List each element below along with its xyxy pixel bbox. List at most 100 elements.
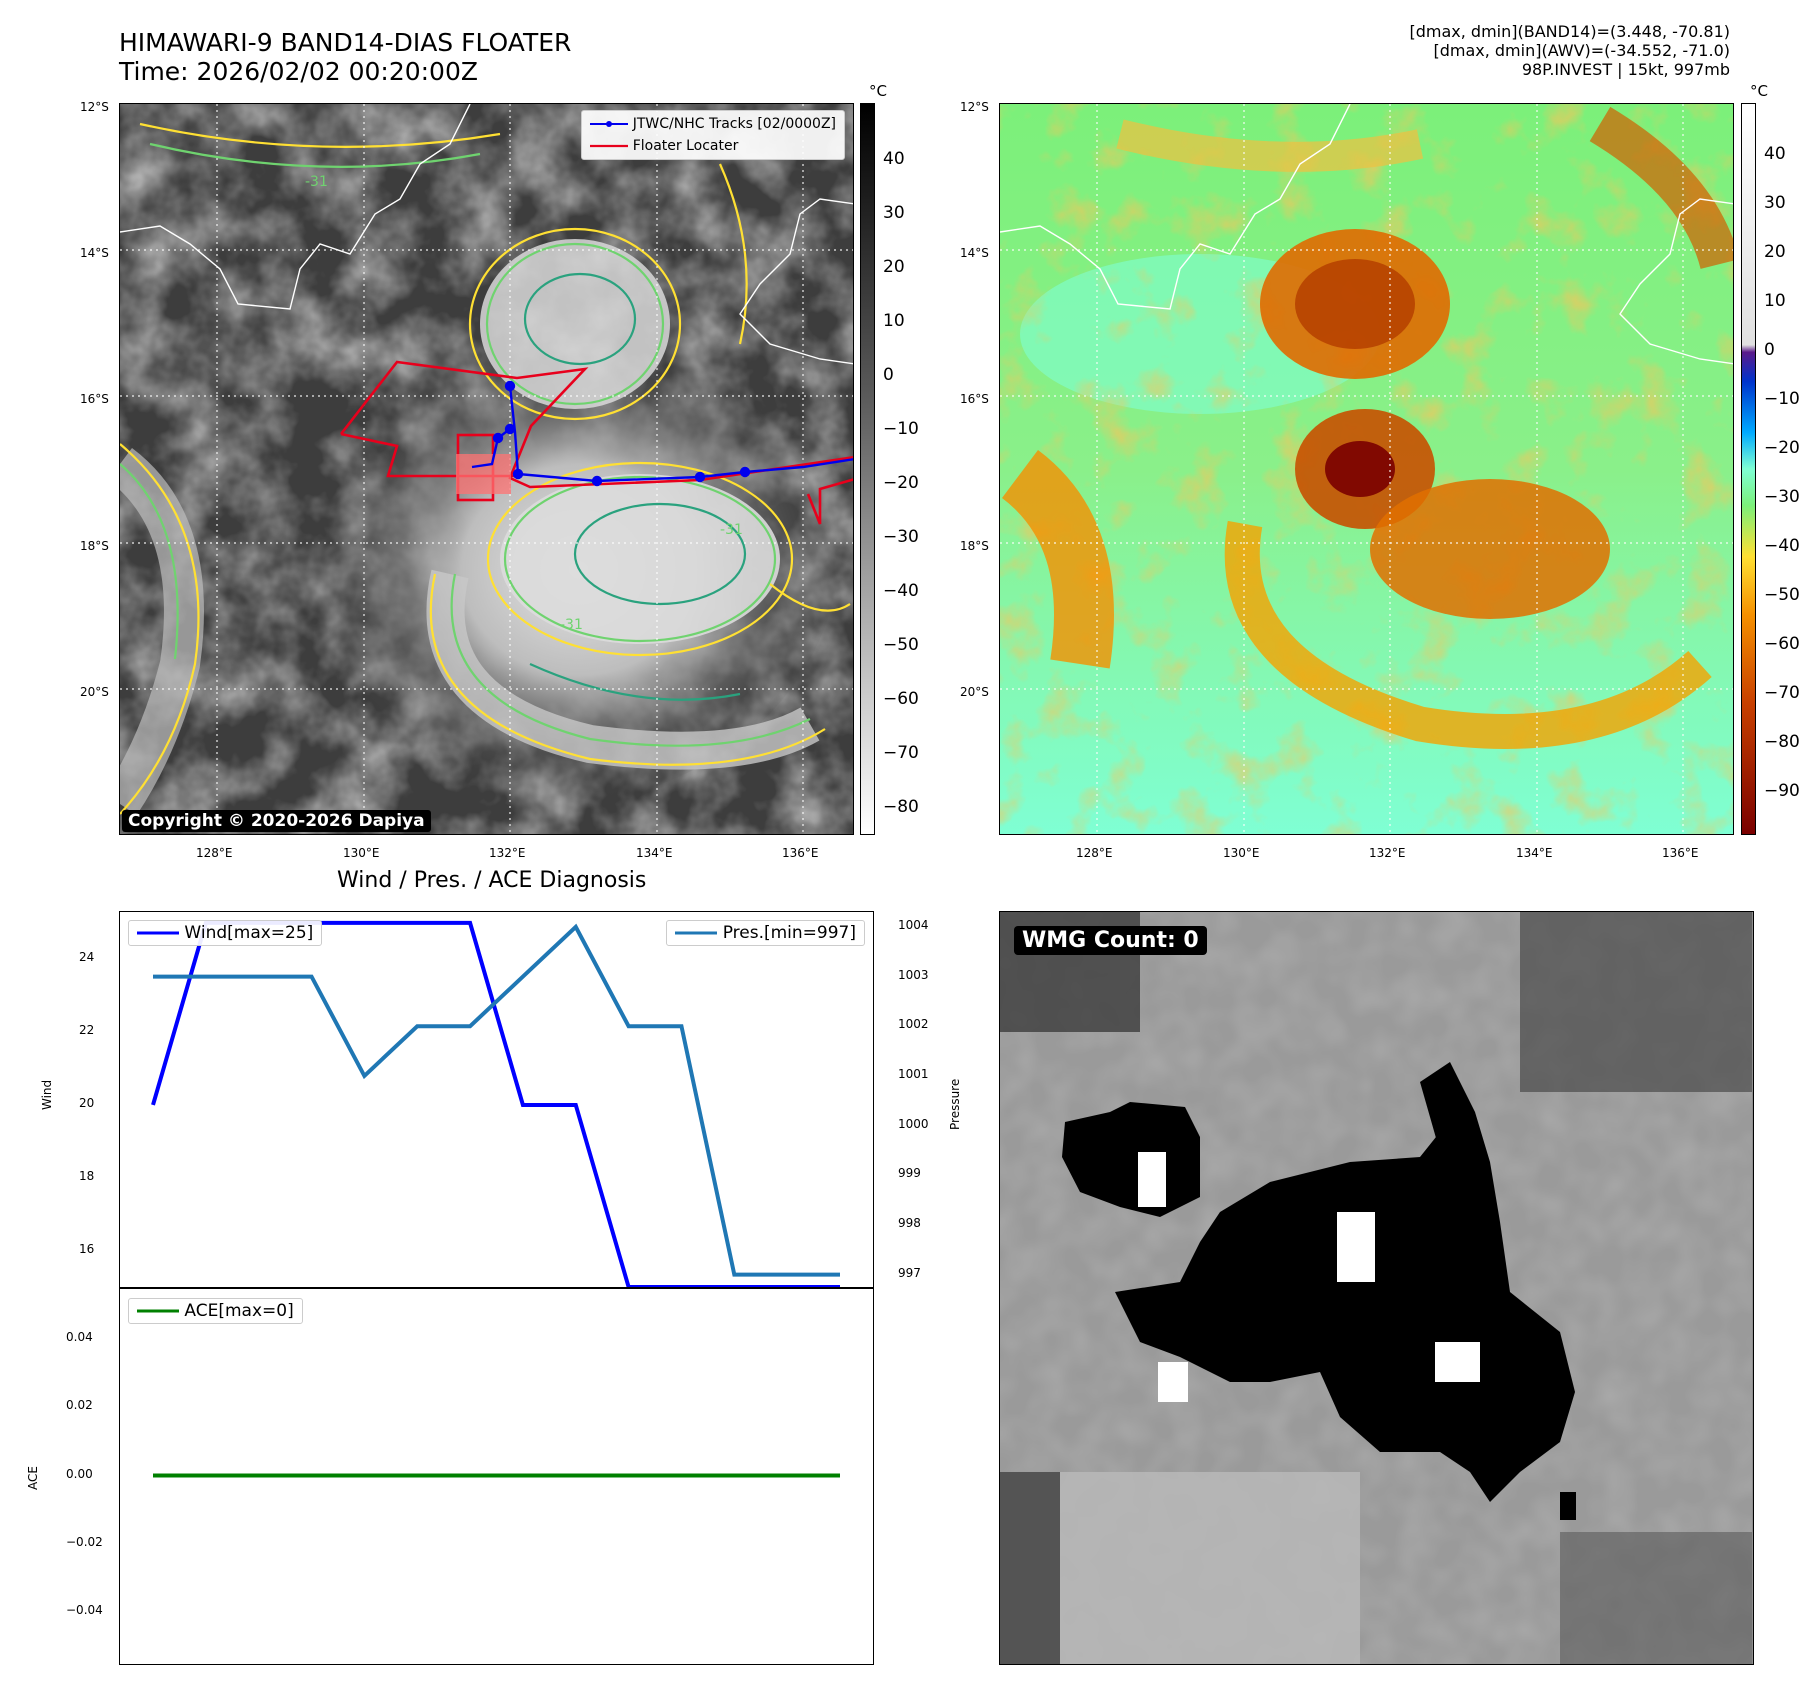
pressure-legend-label: Pres.[min=997] bbox=[722, 923, 856, 943]
ace-panel: ACE[max=0] bbox=[119, 1287, 874, 1665]
lat-label: 14°S bbox=[80, 246, 109, 260]
pressure-ytick: 1001 bbox=[898, 1066, 929, 1081]
ace-legend-label: ACE[max=0] bbox=[184, 1301, 294, 1321]
cbar-tick: 20 bbox=[883, 257, 905, 277]
lon-label: 136°E bbox=[782, 846, 819, 860]
cbar-tick: −70 bbox=[1764, 683, 1800, 703]
cbar-tick: −50 bbox=[883, 635, 919, 655]
cbar-tick: 10 bbox=[1764, 291, 1786, 311]
warm-spot bbox=[1138, 1152, 1166, 1207]
legend-entry-locater: Floater Locater bbox=[590, 135, 836, 157]
ace-ytick: −0.02 bbox=[66, 1534, 103, 1549]
lat-label: 12°S bbox=[80, 100, 109, 114]
contour-label-3: -31 bbox=[720, 522, 743, 538]
ace-ytick: 0.00 bbox=[66, 1466, 93, 1481]
lon-label: 128°E bbox=[196, 846, 233, 860]
lat-label: 16°S bbox=[80, 392, 109, 406]
cbar-tick: −60 bbox=[883, 689, 919, 709]
storm-center-box bbox=[456, 454, 511, 494]
ace-plot bbox=[153, 1473, 840, 1478]
ace-ytick: 0.04 bbox=[66, 1330, 93, 1345]
awv-map-image bbox=[1000, 104, 1733, 834]
ace-ylabel: ACE bbox=[26, 1466, 40, 1490]
copyright-badge: Copyright © 2020-2026 Dapiya bbox=[122, 810, 431, 832]
cbar-tick: 40 bbox=[1764, 144, 1786, 164]
cloud-band-south bbox=[500, 474, 780, 644]
lat-label: 12°S bbox=[960, 100, 989, 114]
pressure-ytick: 998 bbox=[898, 1215, 921, 1230]
legend-track-label: JTWC/NHC Tracks [02/0000Z] bbox=[632, 116, 836, 132]
cbar-tick: −10 bbox=[1764, 389, 1800, 409]
pressure-ytick: 999 bbox=[898, 1166, 921, 1181]
cbar-tick: −20 bbox=[1764, 438, 1800, 458]
pressure-ytick: 997 bbox=[898, 1265, 921, 1280]
colorbar-left bbox=[860, 103, 875, 835]
title-line1: HIMAWARI-9 BAND14-DIAS FLOATER bbox=[119, 28, 572, 57]
cbar-tick: 40 bbox=[883, 149, 905, 169]
wmg-count-badge: WMG Count: 0 bbox=[1014, 926, 1207, 955]
colorbar-left-unit: °C bbox=[869, 82, 887, 100]
pressure-ytick: 1004 bbox=[898, 917, 929, 932]
title-line2: Time: 2026/02/02 00:20:00Z bbox=[119, 57, 478, 86]
pressure-ytick: 1000 bbox=[898, 1116, 929, 1131]
stats-line3: 98P.INVEST | 15kt, 997mb bbox=[1521, 60, 1730, 79]
cbar-tick: −40 bbox=[883, 581, 919, 601]
lon-label: 132°E bbox=[1369, 846, 1406, 860]
pressure-ylabel: Pressure bbox=[948, 1078, 962, 1130]
pressure-legend: Pres.[min=997] bbox=[666, 920, 865, 946]
lat-label: 16°S bbox=[960, 392, 989, 406]
cbar-tick: −50 bbox=[1764, 585, 1800, 605]
cbar-tick: −80 bbox=[883, 797, 919, 817]
lon-label: 130°E bbox=[343, 846, 380, 860]
ir-map-panel: -31 -31 -31 JTWC/NHC Tracks [02/0000Z] F… bbox=[119, 103, 854, 835]
cbar-tick: 30 bbox=[883, 203, 905, 223]
cbar-tick: 0 bbox=[883, 365, 894, 385]
lon-label: 128°E bbox=[1076, 846, 1113, 860]
lon-label: 130°E bbox=[1223, 846, 1260, 860]
legend-entry-track: JTWC/NHC Tracks [02/0000Z] bbox=[590, 113, 836, 135]
wind-pressure-plot bbox=[151, 920, 840, 1287]
cold-cloud-blob-2 bbox=[1115, 1132, 1575, 1502]
awv-map-panel bbox=[999, 103, 1734, 835]
cbar-tick: 10 bbox=[883, 311, 905, 331]
stats-text: [dmax, dmin](BAND14)=(3.448, -70.81) [dm… bbox=[1410, 22, 1731, 79]
lat-label: 18°S bbox=[80, 539, 109, 553]
ace-ytick: −0.04 bbox=[66, 1602, 103, 1617]
lon-label: 134°E bbox=[636, 846, 673, 860]
stats-line2: [dmax, dmin](AWV)=(-34.552, -71.0) bbox=[1433, 41, 1730, 60]
wind-ytick: 24 bbox=[79, 950, 95, 965]
lon-label: 136°E bbox=[1662, 846, 1699, 860]
wind-ylabel: Wind bbox=[40, 1079, 54, 1110]
wind-ytick: 18 bbox=[79, 1168, 95, 1183]
cbar-tick: −60 bbox=[1764, 634, 1800, 654]
ir-map-image: -31 -31 -31 bbox=[120, 104, 853, 834]
spiral-band bbox=[426, 569, 820, 770]
contour-label-2: -31 bbox=[560, 617, 583, 633]
wind-ytick: 22 bbox=[79, 1023, 95, 1038]
lat-label: 14°S bbox=[960, 246, 989, 260]
colorbar-right-unit: °C bbox=[1750, 82, 1768, 100]
wind-ytick: 16 bbox=[79, 1241, 95, 1256]
pressure-ytick: 1002 bbox=[898, 1017, 929, 1032]
jtwc-track bbox=[471, 380, 853, 487]
wmg-panel: WMG Count: 0 bbox=[999, 911, 1754, 1665]
wind-legend: Wind[max=25] bbox=[128, 920, 323, 946]
wmg-image bbox=[1000, 912, 1752, 1664]
pressure-ytick: 1003 bbox=[898, 967, 929, 982]
cbar-tick: −80 bbox=[1764, 732, 1800, 752]
cbar-tick: −30 bbox=[1764, 487, 1800, 507]
cloud-band-north bbox=[480, 239, 670, 409]
lon-label: 134°E bbox=[1516, 846, 1553, 860]
colorbar-right bbox=[1741, 103, 1756, 835]
ace-ytick: 0.02 bbox=[66, 1398, 93, 1413]
lat-label: 20°S bbox=[80, 685, 109, 699]
cbar-tick: −20 bbox=[883, 473, 919, 493]
legend-locater-label: Floater Locater bbox=[632, 138, 739, 154]
cbar-tick: −40 bbox=[1764, 536, 1800, 556]
lon-label: 132°E bbox=[489, 846, 526, 860]
lat-label: 20°S bbox=[960, 685, 989, 699]
cbar-tick: 20 bbox=[1764, 242, 1786, 262]
coastline bbox=[120, 104, 471, 310]
contour-label-1: -31 bbox=[305, 174, 328, 190]
wind-ytick: 20 bbox=[79, 1095, 95, 1110]
